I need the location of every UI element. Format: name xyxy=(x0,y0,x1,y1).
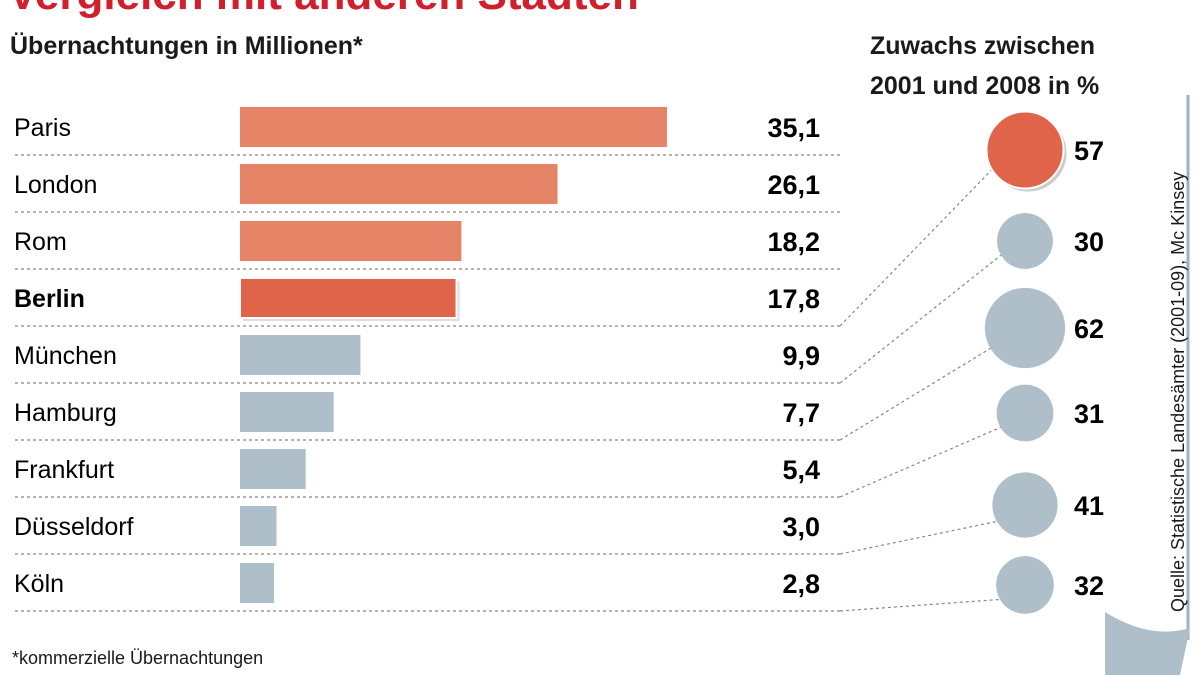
value-label: 9,9 xyxy=(782,341,820,371)
value-label: 18,2 xyxy=(767,227,820,257)
ribbon-decoration xyxy=(1105,612,1190,675)
bubble-berlin xyxy=(985,110,1065,190)
growth-title-line1: Zuwachs zwischen xyxy=(870,32,1096,60)
category-label: Paris xyxy=(14,114,71,142)
chart-title: Vergleich mit anderen Städten xyxy=(8,0,639,20)
growth-value-label: 57 xyxy=(1074,136,1104,166)
bar-düsseldorf xyxy=(240,506,277,546)
growth-value-label: 30 xyxy=(1074,227,1104,257)
growth-value-label: 32 xyxy=(1074,571,1104,601)
category-label: Köln xyxy=(14,570,64,598)
category-label: Berlin xyxy=(14,285,85,313)
growth-value-label: 31 xyxy=(1074,399,1104,429)
growth-title: Zuwachs zwischen 2001 und 2008 in % xyxy=(870,26,1099,106)
connector-line xyxy=(839,426,1002,498)
category-label: London xyxy=(14,171,97,199)
value-label: 7,7 xyxy=(782,398,820,428)
value-label: 3,0 xyxy=(782,512,820,542)
growth-title-line2: 2001 und 2008 in % xyxy=(870,72,1100,100)
footnote: *kommerzielle Übernachtungen xyxy=(12,648,264,668)
bar-chart-subtitle: Übernachtungen in Millionen* xyxy=(10,32,363,60)
bar-köln xyxy=(240,563,275,603)
bubble-köln xyxy=(996,556,1054,614)
category-label: Düsseldorf xyxy=(14,513,134,541)
bar-berlin xyxy=(239,277,458,319)
category-label: Frankfurt xyxy=(14,456,114,484)
bar-hamburg xyxy=(240,392,334,432)
connector-line xyxy=(839,347,992,441)
source-note: Quelle: Statistische Landesämter (2001-0… xyxy=(1168,171,1188,612)
bubble-frankfurt xyxy=(996,384,1054,442)
bubble-münchen xyxy=(997,213,1053,269)
value-label: 2,8 xyxy=(782,569,820,599)
bar-frankfurt xyxy=(240,449,306,489)
category-label: Rom xyxy=(14,228,67,256)
connector-line xyxy=(839,254,1002,384)
category-label: Hamburg xyxy=(14,399,117,427)
bar-london xyxy=(240,164,558,204)
bubble-hamburg xyxy=(984,287,1066,369)
value-label: 35,1 xyxy=(767,113,820,143)
connector-line xyxy=(839,168,993,327)
bubble-düsseldorf xyxy=(992,472,1058,538)
bar-rom xyxy=(240,221,462,261)
bar-münchen xyxy=(240,335,361,375)
connector-line xyxy=(839,598,1001,612)
growth-value-label: 41 xyxy=(1074,491,1104,521)
value-label: 26,1 xyxy=(767,170,820,200)
value-label: 17,8 xyxy=(767,284,820,314)
value-label: 5,4 xyxy=(782,455,820,485)
category-label: München xyxy=(14,342,117,370)
connector-line xyxy=(839,520,998,555)
bar-paris xyxy=(240,107,667,147)
growth-value-label: 62 xyxy=(1074,314,1104,344)
